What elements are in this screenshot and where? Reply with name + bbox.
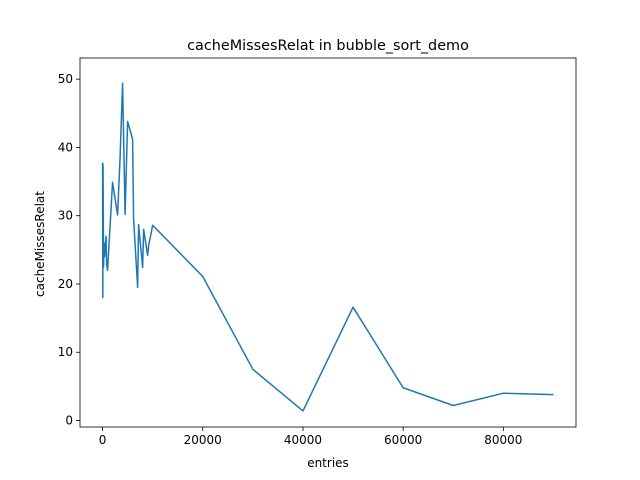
x-tick-label: 0 [99, 433, 107, 447]
y-tick-label: 0 [65, 414, 73, 428]
y-tick-label: 20 [58, 277, 73, 291]
y-tick-label: 10 [58, 345, 73, 359]
x-tick-label: 40000 [284, 433, 322, 447]
y-tick-label: 50 [58, 72, 73, 86]
plot-frame [79, 57, 577, 428]
data-line [101, 82, 554, 412]
y-axis-label: cacheMissesRelat [33, 191, 47, 297]
y-tick-label: 40 [58, 140, 73, 154]
chart-title: cacheMissesRelat in bubble_sort_demo [187, 38, 469, 54]
y-tick-label: 30 [58, 209, 73, 223]
x-tick-label: 20000 [184, 433, 222, 447]
x-axis-label: entries [307, 456, 349, 470]
x-tick-label: 60000 [384, 433, 422, 447]
x-tick-label: 80000 [484, 433, 522, 447]
